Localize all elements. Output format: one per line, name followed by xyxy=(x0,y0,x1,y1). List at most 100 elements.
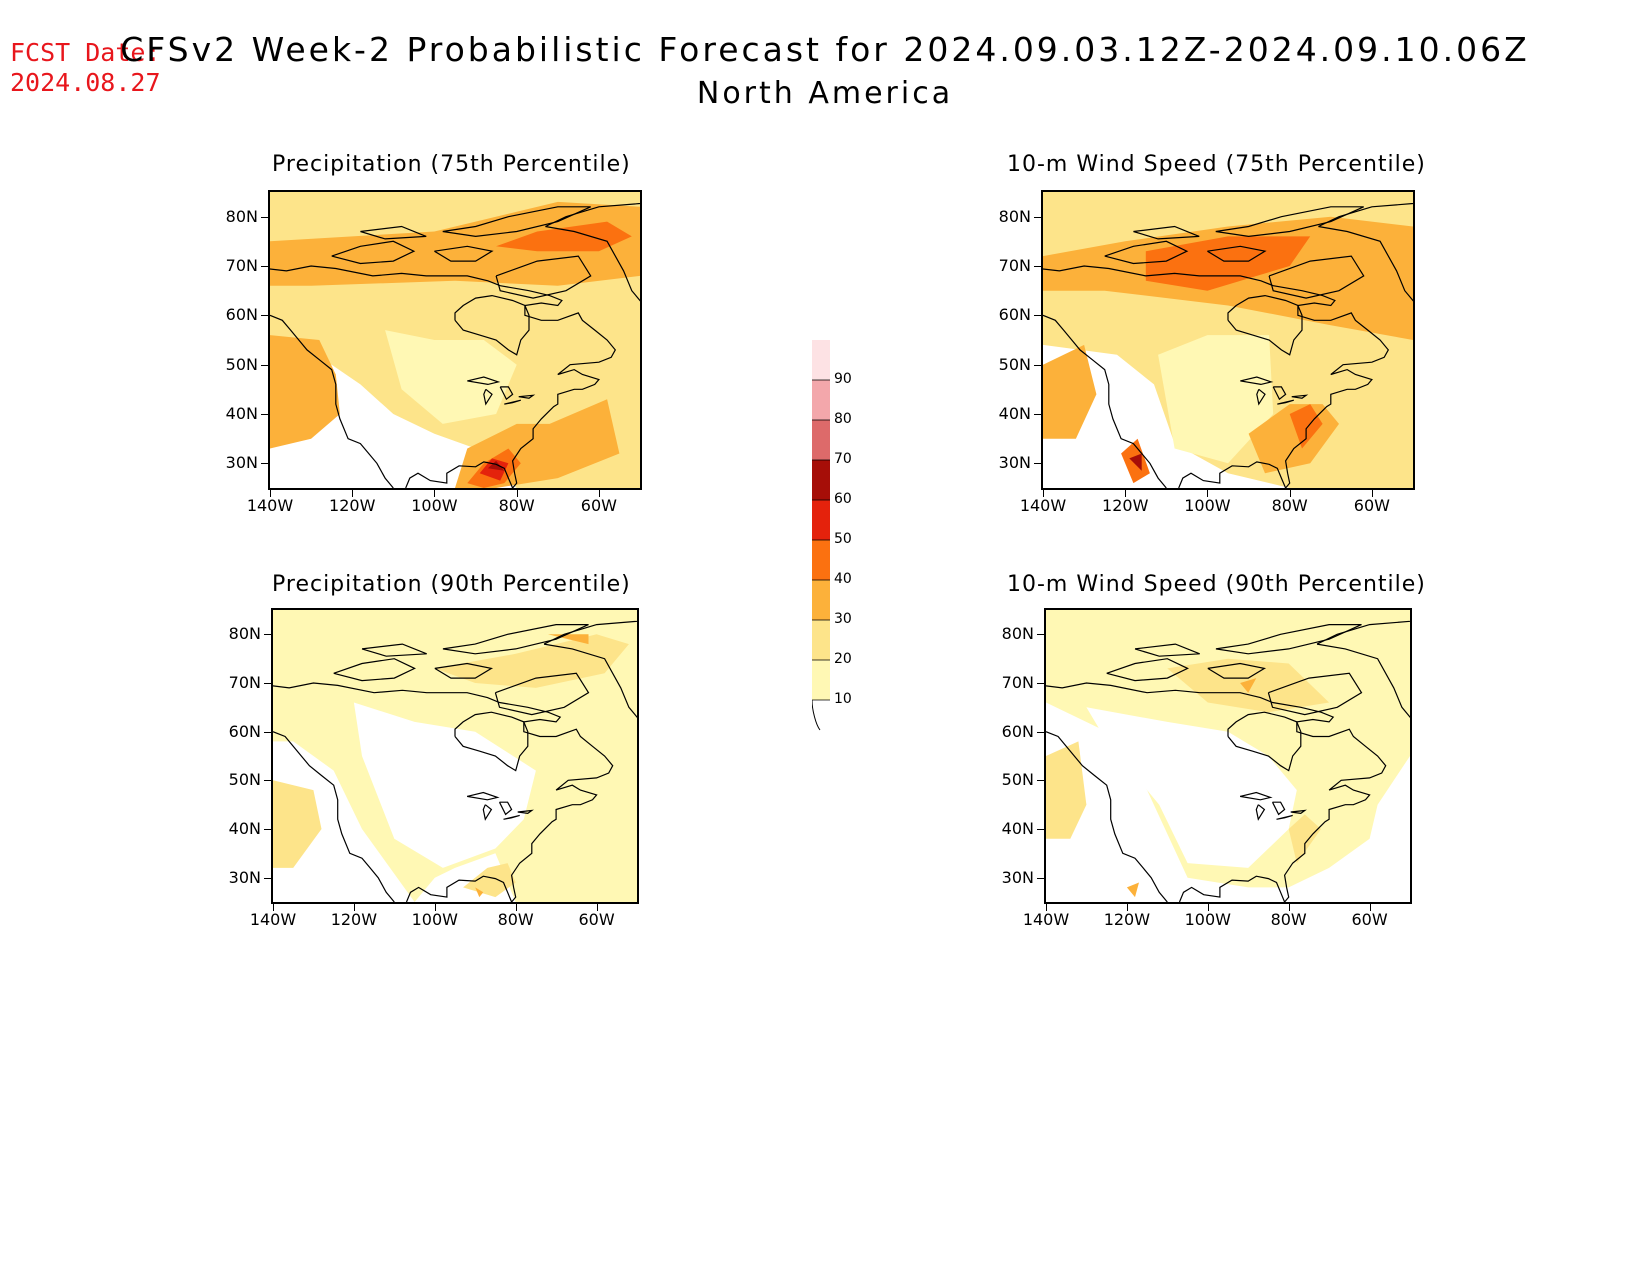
lon-tick-label: 140W xyxy=(249,910,297,929)
lon-tick xyxy=(515,904,517,911)
coastline xyxy=(1256,388,1266,406)
lat-tick xyxy=(1037,731,1044,733)
lon-tick-label: 100W xyxy=(1184,910,1231,929)
coastline xyxy=(1134,643,1200,657)
lat-tick xyxy=(261,315,268,317)
coastline xyxy=(360,225,427,240)
coastline xyxy=(1268,255,1365,299)
lat-tick-label: 40N xyxy=(1001,819,1034,838)
map-canvas xyxy=(273,610,637,902)
colorbar-segment xyxy=(812,500,830,540)
lat-tick-label: 70N xyxy=(225,256,258,275)
colorbar-label: 30 xyxy=(834,611,852,627)
shaded-region xyxy=(1046,741,1087,839)
coastline xyxy=(1043,314,1167,488)
lat-tick-label: 30N xyxy=(225,453,258,473)
lat-tick xyxy=(264,877,271,879)
lon-tick-label: 60W xyxy=(580,496,617,515)
lat-tick xyxy=(264,829,271,830)
shaded-region xyxy=(1289,404,1323,449)
lon-tick xyxy=(1371,490,1373,497)
lon-tick-label: 100W xyxy=(411,910,458,929)
lon-tick xyxy=(273,904,274,911)
shaded-region xyxy=(1240,678,1257,693)
lon-tick xyxy=(434,490,436,497)
coastline xyxy=(1215,206,1364,238)
coastline xyxy=(1272,386,1287,401)
lon-tick-label: 80W xyxy=(497,910,534,929)
coastline xyxy=(1290,809,1307,815)
shaded-region xyxy=(353,702,536,868)
colorbar-segment xyxy=(812,460,830,500)
colorbar-label: 20 xyxy=(834,651,852,667)
lon-tick xyxy=(1125,490,1127,497)
lat-tick xyxy=(261,364,268,366)
lat-tick xyxy=(1034,266,1041,267)
coastline xyxy=(498,801,513,816)
lat-tick-label: 60N xyxy=(998,305,1031,325)
coastline xyxy=(333,658,416,682)
lon-tick-label: 140W xyxy=(246,496,294,515)
page-subtitle: North America xyxy=(696,76,954,111)
panel-title: Precipitation (75th Percentile) xyxy=(272,152,631,177)
colorbar-segment xyxy=(812,620,830,660)
lat-tick xyxy=(1034,364,1041,366)
lon-tick xyxy=(270,490,271,497)
lon-tick-label: 60W xyxy=(1351,910,1388,929)
lat-tick-label: 70N xyxy=(1001,673,1034,692)
lon-tick-label: 80W xyxy=(1271,496,1308,515)
coastline xyxy=(434,245,494,262)
colorbar-label: 80 xyxy=(834,411,852,427)
shaded-region xyxy=(270,335,340,449)
colorbar xyxy=(811,309,852,740)
map-precip75 xyxy=(268,190,642,490)
lon-tick xyxy=(1207,490,1209,497)
coastline xyxy=(270,265,617,488)
lon-tick-label: 100W xyxy=(1184,496,1231,515)
lon-tick-label: 60W xyxy=(1353,496,1390,515)
lon-tick-label: 120W xyxy=(1103,910,1151,929)
lat-tick-label: 60N xyxy=(1001,721,1034,741)
lat-tick xyxy=(261,216,268,218)
coastline xyxy=(467,376,501,386)
lon-tick xyxy=(1126,904,1128,911)
coastline xyxy=(454,711,529,772)
lat-tick xyxy=(1037,780,1044,782)
coastline xyxy=(1291,394,1309,399)
map-wind75 xyxy=(1041,190,1415,490)
shaded-region xyxy=(1288,814,1321,864)
lon-tick-label: 60W xyxy=(578,910,615,929)
lat-tick-label: 80N xyxy=(998,206,1031,226)
coastline xyxy=(503,814,520,820)
coastline xyxy=(495,255,592,299)
colorbar-graphic xyxy=(811,309,830,731)
coastline xyxy=(483,388,493,406)
lat-tick-label: 40N xyxy=(228,819,261,838)
lat-tick xyxy=(261,463,268,465)
colorbar-label: 40 xyxy=(834,571,852,587)
colorbar-label: 60 xyxy=(834,491,852,507)
lon-tick-label: 120W xyxy=(329,496,376,515)
lon-tick xyxy=(434,904,436,911)
coastline xyxy=(1043,265,1390,488)
lat-tick-label: 60N xyxy=(225,305,258,325)
lon-tick xyxy=(516,490,518,497)
shaded-region xyxy=(273,780,322,868)
coastline xyxy=(517,809,534,815)
coastline xyxy=(1271,801,1286,816)
coastline xyxy=(545,202,640,302)
shaded-region xyxy=(1086,707,1297,868)
lat-tick xyxy=(1037,634,1044,636)
coastline xyxy=(442,624,589,655)
lon-tick xyxy=(1369,904,1371,911)
lon-tick xyxy=(598,490,600,497)
coastline xyxy=(273,731,395,902)
coastline xyxy=(273,682,614,902)
lat-tick-label: 50N xyxy=(998,354,1031,374)
coastline xyxy=(1318,202,1413,302)
lon-tick xyxy=(352,490,354,497)
coastline xyxy=(1106,658,1189,682)
shaded-region xyxy=(1043,344,1097,439)
colorbar-segment xyxy=(812,340,830,380)
coastline xyxy=(1239,791,1273,801)
